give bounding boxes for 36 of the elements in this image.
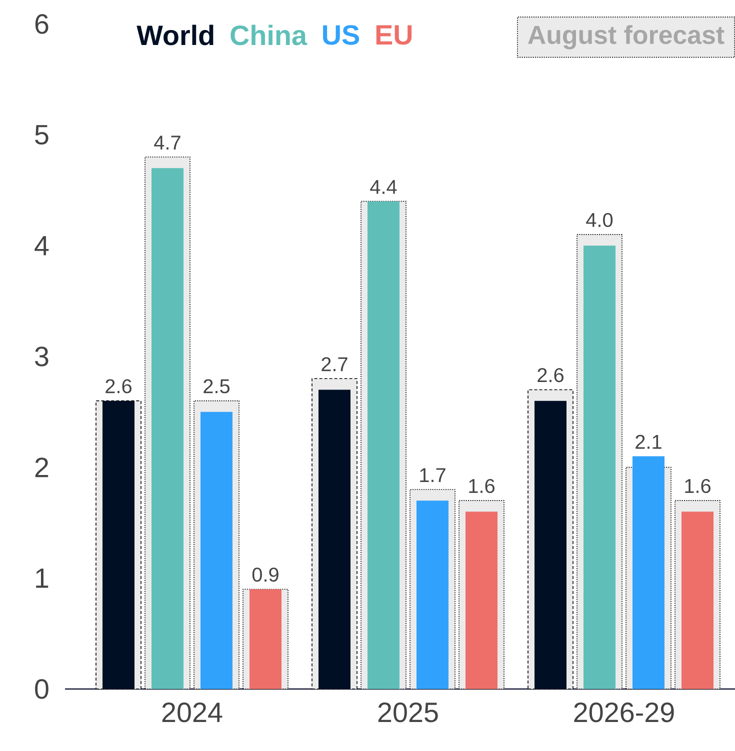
data-label: 2.6 (538, 368, 564, 382)
bar (318, 390, 350, 689)
data-label: 2.7 (322, 357, 348, 372)
data-label: 4.7 (154, 136, 180, 150)
data-label: 4.0 (586, 212, 613, 228)
y-tick-label: 4 (34, 236, 49, 256)
data-label: 2.1 (636, 434, 662, 449)
y-tick-label: 2 (35, 458, 48, 478)
data-label: 1.6 (469, 478, 494, 494)
bar (534, 400, 567, 689)
y-tick-label: 1 (36, 568, 48, 588)
data-label: 1.7 (420, 468, 446, 482)
data-label: 0.9 (252, 568, 278, 582)
text: EU (376, 25, 412, 45)
data-label: 2.6 (106, 379, 132, 394)
y-tick-label: 3 (35, 346, 48, 366)
x-tick-label: 2025 (378, 702, 438, 722)
bar (200, 412, 232, 689)
data-label: 1.6 (685, 478, 710, 494)
data-label: 4.4 (370, 180, 397, 194)
bar (416, 500, 449, 689)
bar (632, 456, 665, 689)
bar (682, 512, 714, 689)
y-tick-label: 5 (35, 125, 48, 145)
text: August forecast (528, 25, 724, 50)
y-tick-label: 6 (35, 14, 48, 34)
y-tick-label: 0 (35, 679, 48, 699)
text: World (136, 24, 214, 46)
data-label: 2.5 (204, 379, 230, 394)
x-tick-label: 2024 (162, 702, 222, 722)
bar (584, 246, 616, 689)
x-tick-label: 2026-29 (574, 702, 674, 722)
bar (466, 512, 498, 689)
text: US (323, 25, 360, 45)
text: China (230, 24, 308, 46)
bar (152, 168, 184, 689)
